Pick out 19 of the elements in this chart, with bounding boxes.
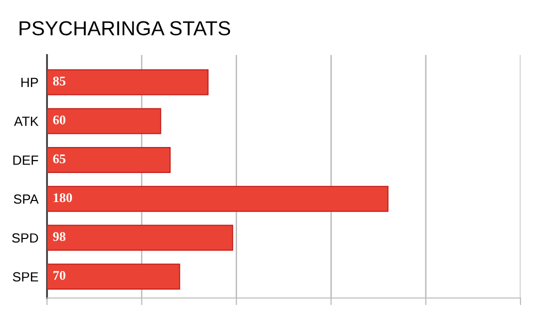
bar <box>47 146 171 173</box>
y-tick-label: HP <box>21 78 38 87</box>
bar <box>47 224 234 251</box>
data-label: 65 <box>53 154 66 164</box>
data-label: 60 <box>53 115 66 124</box>
bar <box>47 186 388 212</box>
bar <box>47 264 180 290</box>
y-tick-label: SPD <box>12 233 38 243</box>
data-label: 98 <box>53 232 66 242</box>
chart-title: PSYCHARINGA STATS <box>20 21 230 36</box>
y-tick-label: ATK <box>14 116 39 126</box>
data-label: 70 <box>53 271 66 280</box>
y-tick-label: SPE <box>12 272 38 282</box>
y-tick-label: DEF <box>13 156 38 165</box>
data-label: 85 <box>53 76 66 86</box>
bar <box>47 69 209 96</box>
y-tick-label: SPA <box>14 194 39 204</box>
bar <box>47 108 162 134</box>
data-label: 180 <box>54 193 72 202</box>
